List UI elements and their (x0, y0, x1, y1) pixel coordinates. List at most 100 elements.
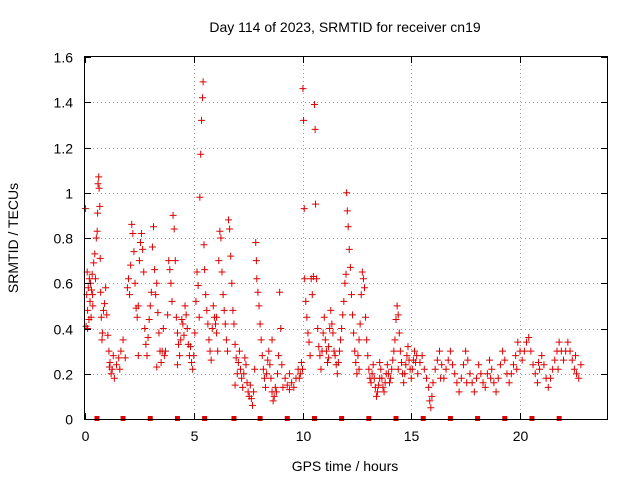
data-point (269, 397, 277, 405)
data-point (246, 381, 254, 389)
data-point (88, 286, 96, 294)
data-point (240, 370, 248, 378)
data-point (554, 365, 562, 373)
data-point (437, 374, 445, 382)
data-point (354, 352, 362, 360)
data-point (152, 291, 160, 299)
data-point (457, 374, 465, 382)
data-point (172, 313, 180, 321)
data-point (404, 343, 412, 351)
data-point (155, 329, 163, 337)
y-tick-label: 0 (65, 412, 73, 428)
data-point (277, 325, 285, 332)
data-point (84, 325, 92, 332)
data-point (384, 370, 392, 378)
data-point (260, 374, 268, 382)
data-point (392, 315, 400, 323)
data-point (533, 379, 541, 387)
data-point (212, 320, 219, 328)
axis-ticks: 0 0.2 0.4 0.6 0.8 1 1.2 1.4 1.6 0 5 10 15 20 (54, 50, 607, 444)
data-point (95, 173, 103, 181)
data-point (344, 223, 352, 231)
data-point (94, 209, 102, 217)
data-point (544, 383, 552, 391)
data-point (136, 239, 144, 247)
data-point (499, 347, 507, 355)
data-point (201, 266, 209, 274)
data-point (182, 311, 190, 319)
data-point (178, 315, 186, 323)
data-point (254, 288, 262, 296)
data-point (360, 284, 368, 292)
gap-marker (284, 416, 290, 421)
data-point (252, 257, 260, 265)
data-point (150, 223, 158, 231)
data-point (105, 363, 113, 371)
data-point (276, 288, 284, 296)
data-point (232, 354, 240, 362)
data-point (573, 370, 581, 378)
data-point (268, 336, 276, 344)
data-point (135, 257, 143, 265)
data-point (98, 336, 106, 344)
data-point (341, 279, 349, 287)
data-point (226, 225, 234, 233)
gap-marker (529, 416, 535, 421)
data-point (231, 340, 239, 348)
data-point (199, 78, 207, 86)
data-point (492, 388, 500, 396)
data-point (121, 354, 129, 362)
data-point (329, 329, 337, 337)
data-point (496, 361, 504, 369)
gap-marker (502, 416, 508, 421)
gap-marker (556, 416, 562, 421)
data-point (193, 268, 201, 276)
data-point (167, 279, 175, 287)
data-point (312, 200, 320, 208)
data-point (133, 313, 141, 321)
gap-marker (475, 416, 481, 421)
data-point (206, 347, 214, 355)
data-point (115, 354, 123, 362)
data-point (270, 392, 278, 400)
data-point (195, 313, 203, 321)
data-point (173, 329, 181, 337)
data-point (109, 352, 117, 360)
data-point (257, 336, 265, 344)
data-point (153, 363, 161, 371)
data-point (338, 325, 346, 332)
data-point (317, 365, 325, 373)
data-point (538, 352, 546, 360)
gap-marker (120, 416, 126, 421)
data-point (322, 347, 330, 355)
data-point (98, 329, 106, 337)
data-points (81, 78, 585, 412)
data-point (221, 320, 229, 328)
data-point (310, 101, 318, 109)
data-point (119, 336, 127, 344)
data-point (512, 352, 520, 360)
data-point (331, 352, 339, 360)
data-point (395, 329, 403, 337)
data-point (413, 352, 421, 360)
y-tick-label: 1 (65, 186, 73, 202)
data-point (192, 297, 200, 305)
data-point (140, 268, 148, 276)
data-point (564, 338, 572, 346)
data-point (462, 347, 470, 355)
data-point (378, 374, 386, 382)
data-point (343, 207, 351, 215)
data-point (396, 347, 404, 355)
data-point (285, 370, 293, 378)
data-point (125, 275, 132, 283)
data-point (390, 347, 398, 355)
data-point (231, 381, 239, 389)
data-point (349, 311, 357, 319)
data-point (281, 374, 289, 382)
data-point (154, 309, 162, 317)
data-point (97, 313, 105, 321)
data-point (320, 313, 328, 321)
data-point (88, 270, 96, 278)
data-point (258, 352, 266, 360)
